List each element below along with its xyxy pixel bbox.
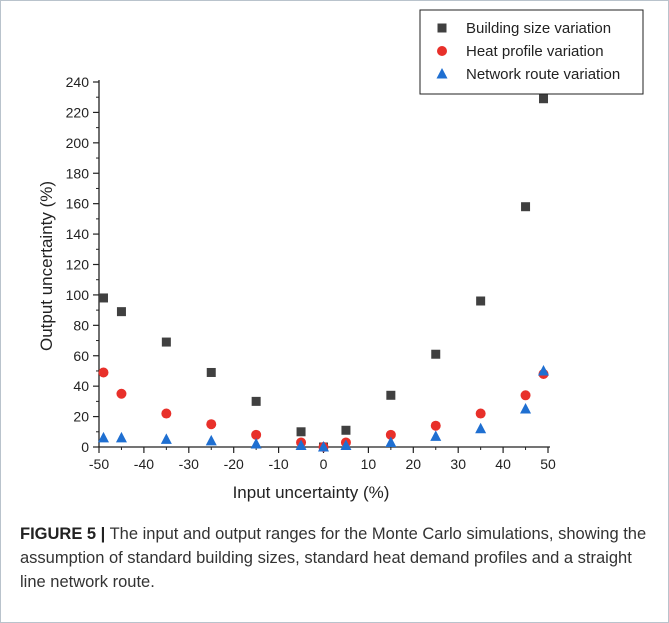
data-point <box>205 434 217 446</box>
data-point <box>430 420 441 431</box>
x-tick-label: -50 <box>89 456 109 472</box>
data-point <box>430 430 442 441</box>
data-point <box>340 439 352 450</box>
legend-marker <box>437 46 447 56</box>
data-point <box>475 408 486 419</box>
data-point <box>521 202 531 212</box>
data-point <box>98 367 109 378</box>
data-point <box>161 408 172 419</box>
legend-entry-label: Building size variation <box>466 20 611 37</box>
y-tick-label: 20 <box>73 409 89 425</box>
data-point <box>385 436 397 447</box>
data-point <box>206 367 216 377</box>
data-point <box>538 364 550 376</box>
legend-entry-label: Network route variation <box>466 66 620 83</box>
y-tick-label: 80 <box>73 317 89 333</box>
data-point <box>341 425 351 435</box>
x-tick-label: 50 <box>540 456 556 472</box>
figure-caption: FIGURE 5 | The input and output ranges f… <box>20 522 650 594</box>
series-building-size-variation <box>98 94 549 452</box>
data-point <box>539 94 549 104</box>
data-point <box>476 296 486 306</box>
x-tick-label: 10 <box>361 456 377 472</box>
data-point <box>161 337 171 347</box>
legend: Building size variation Heat profile vari… <box>419 9 644 95</box>
data-point <box>98 293 108 303</box>
y-tick-label: 240 <box>66 74 90 90</box>
points-layer <box>97 94 550 452</box>
data-point <box>295 439 307 450</box>
data-point <box>296 427 306 437</box>
data-point <box>97 431 109 443</box>
data-point <box>251 396 261 406</box>
legend-box <box>419 9 644 95</box>
x-tick-label: 30 <box>450 456 466 472</box>
x-tick-label: -20 <box>224 456 244 472</box>
data-point <box>386 390 396 400</box>
y-tick-label: 0 <box>81 439 89 455</box>
caption-label: FIGURE 5 | <box>20 525 106 543</box>
x-axis-label: Input uncertainty (%) <box>233 483 390 502</box>
scatter-chart: -50 -40 -30 -20 -10 0 10 20 30 40 50 0 20 40 60 80 100 12… <box>37 9 644 502</box>
data-point <box>250 437 262 449</box>
data-point <box>115 431 127 443</box>
data-point <box>116 307 126 317</box>
y-tick-label: 180 <box>66 165 90 181</box>
data-point <box>116 388 127 399</box>
data-point <box>206 419 217 430</box>
y-tick-label: 120 <box>66 257 90 273</box>
x-tick-label: -10 <box>268 456 288 472</box>
y-tick-label: 40 <box>73 378 89 394</box>
axes-layer <box>98 80 550 448</box>
legend-entry-label: Heat profile variation <box>466 43 604 60</box>
y-tick-label: 100 <box>66 287 90 303</box>
y-tick-label: 140 <box>66 226 90 242</box>
data-point <box>520 402 532 414</box>
data-point <box>431 349 441 359</box>
data-point <box>475 422 487 434</box>
y-tick-label: 220 <box>66 104 90 120</box>
ticks-layer: -50 -40 -30 -20 -10 0 10 20 30 40 50 0 20 40 60 80 100 12… <box>66 74 556 472</box>
y-tick-label: 200 <box>66 135 90 151</box>
x-tick-label: 40 <box>495 456 511 472</box>
data-point <box>520 390 531 401</box>
y-tick-label: 160 <box>66 196 90 212</box>
data-point <box>318 441 329 452</box>
data-point <box>385 429 396 440</box>
y-tick-label: 60 <box>73 348 89 364</box>
x-tick-label: 0 <box>320 456 328 472</box>
data-point <box>160 433 172 444</box>
legend-marker <box>437 23 447 33</box>
x-tick-label: 20 <box>406 456 422 472</box>
caption-text: The input and output ranges for the Mont… <box>20 525 647 591</box>
y-axis-label: Output uncertainty (%) <box>37 181 56 351</box>
x-tick-label: -40 <box>134 456 154 472</box>
legend-marker <box>436 68 448 79</box>
data-point <box>251 429 262 440</box>
series-network-route-variation <box>97 364 550 452</box>
x-tick-label: -30 <box>179 456 199 472</box>
